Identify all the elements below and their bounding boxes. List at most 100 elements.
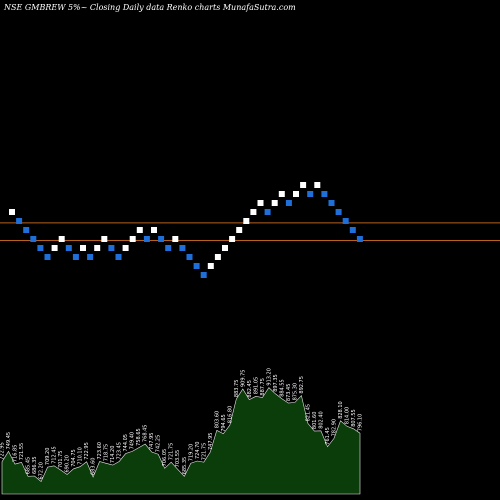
renko-brick-17-up (122, 245, 129, 251)
volume-label-21: 749.40 (130, 432, 136, 450)
renko-brick-36-up (257, 200, 264, 206)
volume-label-52: 782.90 (332, 419, 338, 437)
renko-brick-39-up (278, 191, 285, 197)
volume-label-10: 701.75 (58, 451, 64, 469)
volume-label-20: 744.05 (123, 434, 129, 452)
renko-brick-11-up (80, 245, 86, 251)
volume-label-40: 891.05 (253, 377, 259, 395)
volume-label-28: 703.55 (175, 450, 181, 468)
volume-label-9: 712.45 (52, 446, 58, 464)
renko-brick-3-down (23, 227, 30, 233)
volume-label-49: 801.60 (312, 412, 318, 430)
renko-brick-12-down (87, 254, 94, 260)
volume-label-51: 761.45 (325, 427, 331, 445)
volume-label-12: 704.75 (71, 449, 77, 467)
renko-brick-5-down (37, 245, 44, 251)
renko-brick-50-down (356, 236, 363, 242)
volume-label-22: 758.65 (136, 428, 142, 446)
volume-label-18: 714.20 (110, 446, 116, 464)
renko-brick-28-down (200, 272, 207, 278)
volume-label-30: 719.20 (188, 444, 194, 462)
volume-label-17: 718.75 (104, 444, 110, 462)
volume-label-16: 723.60 (97, 442, 103, 460)
renko-brick-26-down (186, 254, 193, 260)
volume-label-3: 716.85 (13, 445, 19, 463)
renko-brick-15-down (108, 245, 115, 251)
renko-brick-20-down (143, 236, 150, 242)
renko-brick-4-down (30, 236, 37, 242)
volume-label-11: 690.20 (65, 455, 71, 473)
renko-brick-14-up (101, 236, 108, 242)
renko-brick-34-up (243, 218, 250, 224)
renko-brick-44-up (314, 182, 321, 188)
volume-label-14: 722.95 (84, 442, 90, 460)
volume-label-25: 742.25 (156, 435, 162, 453)
volume-label-45: 873.45 (286, 384, 292, 402)
volume-label-43: 897.35 (273, 374, 279, 392)
volume-label-4: 721.55 (19, 443, 25, 461)
renko-brick-6-down (44, 254, 51, 260)
renko-brick-46-down (328, 200, 335, 206)
renko-brick-32-up (229, 236, 236, 242)
renko-brick-49-down (349, 227, 356, 233)
volume-label-56: 796.10 (358, 414, 364, 432)
renko-brick-9-down (65, 245, 72, 251)
volume-label-53: 828.10 (338, 401, 344, 419)
volume-label-54: 814.00 (345, 407, 351, 425)
volume-label-42: 913.20 (266, 368, 272, 386)
renko-brick-45-down (321, 191, 328, 197)
volume-label-7: 672.20 (39, 462, 45, 480)
volume-label-24: 747.95 (149, 433, 155, 451)
volume-label-46: 875.30 (292, 383, 298, 401)
volume-label-8: 709.20 (45, 448, 51, 466)
volume-label-2: 749.45 (6, 432, 12, 450)
renko-brick-38-up (271, 200, 278, 206)
renko-brick-47-down (335, 209, 342, 215)
renko-brick-42-up (300, 182, 307, 188)
renko-brick-23-down (165, 245, 172, 251)
volume-label-33: 747.95 (208, 433, 214, 451)
volume-label-35: 794.65 (221, 414, 227, 432)
renko-brick-7-up (51, 245, 58, 251)
volume-label-6: 686.35 (32, 457, 38, 475)
renko-brick-43-down (307, 191, 314, 197)
volume-label-37: 883.75 (234, 380, 240, 398)
renko-brick-19-up (136, 227, 143, 233)
volume-label-47: 892.75 (299, 376, 305, 394)
volume-label-32: 721.75 (201, 443, 207, 461)
volume-label-55: 807.55 (351, 409, 357, 427)
renko-brick-27-down (193, 263, 200, 269)
renko-brick-8-up (58, 236, 65, 242)
volume-label-23: 768.45 (143, 425, 149, 443)
volume-label-19: 723.45 (117, 442, 123, 460)
volume-label-15: 683.60 (91, 458, 97, 476)
reference-lines (0, 222, 500, 241)
volume-label-34: 803.60 (214, 411, 220, 429)
renko-brick-25-down (179, 245, 186, 251)
renko-brick-30-up (214, 254, 221, 260)
renko-brick-24-up (172, 236, 179, 242)
volume-label-13: 710.10 (78, 447, 84, 465)
volume-label-44: 884.55 (279, 379, 285, 397)
renko-brick-37-down (264, 209, 271, 215)
renko-brick-35-up (250, 209, 257, 215)
volume-label-31: 724.70 (195, 442, 201, 460)
renko-brick-22-down (158, 236, 165, 242)
volume-label-29: 685.35 (182, 457, 188, 475)
renko-brick-40-down (285, 200, 292, 206)
volume-label-27: 721.75 (169, 443, 175, 461)
volume-label-36: 816.80 (227, 406, 233, 424)
renko-brick-31-up (222, 245, 228, 251)
renko-brick-16-down (115, 254, 122, 260)
renko-brick-13-up (94, 245, 101, 251)
volume-label-1: 722.95 (0, 442, 6, 460)
renko-brick-33-up (236, 227, 243, 233)
volume-label-41: 887.75 (260, 378, 266, 396)
renko-brick-2-down (16, 218, 23, 224)
volume-label-48: 821.45 (305, 404, 311, 422)
volume-label-50: 802.40 (318, 411, 324, 429)
renko-brick-29-up (207, 263, 214, 269)
volume-area (1, 387, 361, 495)
